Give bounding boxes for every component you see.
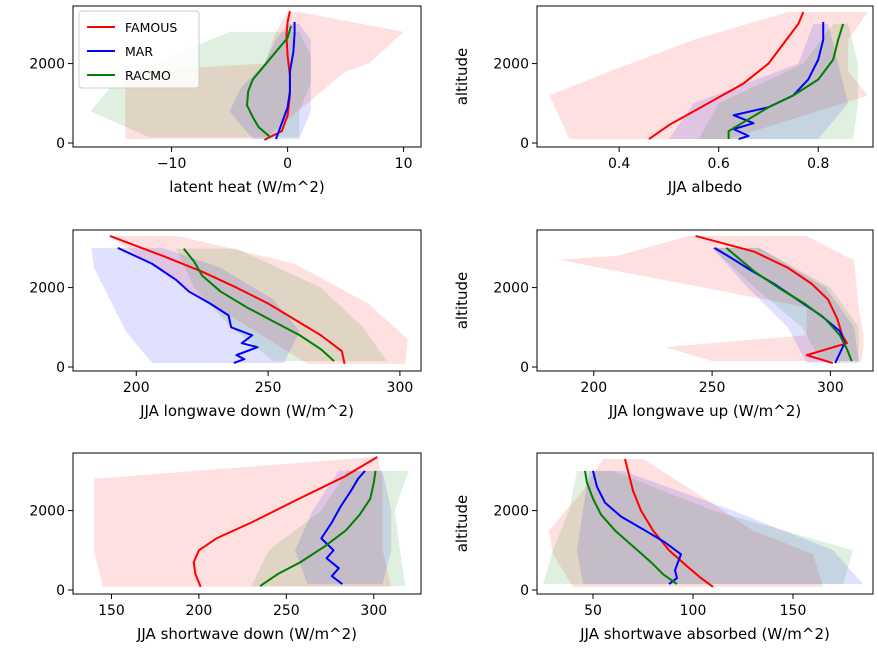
range-band-famous: [125, 11, 404, 140]
x-tick-label: 10: [395, 156, 413, 172]
x-axis-label: JJA albedo: [667, 178, 742, 196]
x-tick-label: 300: [817, 380, 844, 396]
subplot-1: −10 0 10 0 2000 latent heat (W/m^2): [29, 5, 422, 196]
x-axis-label: latent heat (W/m^2): [169, 178, 325, 196]
legend-label-mar: MAR: [125, 44, 153, 59]
y-tick-label: 2000: [493, 281, 529, 297]
x-tick-label: 150: [780, 603, 807, 619]
legend-label-famous: FAMOUS: [125, 20, 177, 35]
x-tick-label: 200: [123, 380, 150, 396]
y-axis-label: altitude: [453, 272, 471, 330]
series-line-racmo: [725, 247, 853, 362]
axes-frame: [536, 229, 874, 372]
x-tick-label: 300: [360, 603, 387, 619]
x-tick-label: 0.4: [608, 156, 630, 172]
axes-frame: [72, 452, 422, 595]
y-tick-label: 0: [520, 136, 529, 152]
range-band-mar: [577, 470, 863, 585]
x-tick-label: 200: [186, 603, 213, 619]
x-tick-label: 100: [680, 603, 707, 619]
x-tick-label: 150: [98, 603, 125, 619]
axes-frame: [536, 452, 874, 595]
series-line-racmo: [182, 248, 335, 362]
subplot-2: 0.4 0.6 0.8 0 2000 JJA albedo altitude: [453, 5, 874, 196]
range-band-famous: [549, 458, 823, 587]
plot-area: [549, 11, 869, 141]
x-axis-label: JJA longwave up (W/m^2): [608, 402, 801, 420]
y-tick-label: 2000: [29, 57, 65, 73]
plot-area: [558, 234, 864, 365]
legend-label-racmo: RACMO: [125, 68, 171, 83]
series-line-famous: [648, 11, 805, 140]
series-line-racmo: [727, 23, 845, 140]
subplot-4: 200 250 300 0 2000 JJA longwave up (W/m^2) alt…: [453, 229, 874, 420]
range-band-racmo: [175, 248, 387, 362]
range-band-racmo: [698, 23, 859, 140]
series-line-mar: [592, 470, 682, 585]
series-line-mar: [275, 21, 296, 140]
x-axis-label: JJA longwave down (W/m^2): [139, 402, 354, 420]
range-band-mar: [295, 470, 392, 585]
plot-area: [91, 235, 408, 365]
axes-frame: [72, 5, 422, 148]
range-band-racmo: [543, 470, 853, 585]
y-axis-label: altitude: [453, 48, 471, 106]
x-axis-label: JJA shortwave down (W/m^2): [136, 625, 357, 643]
x-axis-label: JJA shortwave absorbed (W/m^2): [579, 625, 830, 643]
axes-frame: [536, 5, 874, 148]
x-tick-label: 200: [580, 380, 607, 396]
plot-area: [543, 458, 863, 588]
series-line-famous: [192, 456, 378, 588]
series-line-racmo: [259, 470, 377, 587]
subplot-3: 200 250 300 0 2000 JJA longwave down (W/m^2): [29, 229, 422, 420]
y-axis-label: altitude: [453, 495, 471, 553]
y-tick-label: 0: [56, 583, 65, 599]
series-line-famous: [695, 234, 848, 365]
x-tick-label: −10: [157, 156, 187, 172]
y-tick-label: 0: [520, 583, 529, 599]
x-tick-label: 300: [387, 380, 414, 396]
x-tick-label: 0: [283, 156, 292, 172]
y-tick-label: 2000: [29, 281, 65, 297]
plot-area: [93, 456, 409, 588]
series-line-mar: [320, 470, 366, 585]
axes-frame: [72, 229, 422, 372]
series-line-racmo: [246, 25, 293, 138]
legend: FAMOUS MAR RACMO: [78, 10, 200, 89]
y-tick-label: 2000: [493, 504, 529, 520]
x-tick-label: 0.8: [807, 156, 829, 172]
y-tick-label: 0: [56, 360, 65, 376]
x-tick-label: 250: [699, 380, 726, 396]
series-line-racmo: [584, 470, 678, 585]
range-band-racmo: [712, 247, 859, 362]
subplot-6: 50 100 150 0 2000 JJA shortwave absorbed (W/m…: [453, 452, 874, 643]
x-tick-label: 0.6: [708, 156, 730, 172]
series-line-famous: [624, 458, 714, 588]
series-line-famous: [109, 235, 346, 365]
series-line-mar: [117, 246, 259, 364]
range-band-racmo: [90, 31, 311, 138]
x-tick-label: 50: [584, 603, 602, 619]
y-tick-label: 0: [56, 136, 65, 152]
range-band-famous: [549, 11, 869, 140]
range-band-mar: [712, 247, 859, 364]
x-tick-label: 250: [255, 380, 282, 396]
y-tick-label: 0: [520, 360, 529, 376]
legend-frame: [78, 10, 200, 89]
y-tick-label: 2000: [29, 504, 65, 520]
subplot-5: 150 200 250 300 0 2000 JJA shortwave down (W/m…: [29, 452, 422, 643]
range-band-mar: [668, 23, 849, 140]
y-tick-label: 2000: [493, 57, 529, 73]
plot-area: [90, 10, 404, 141]
x-tick-label: 250: [273, 603, 300, 619]
